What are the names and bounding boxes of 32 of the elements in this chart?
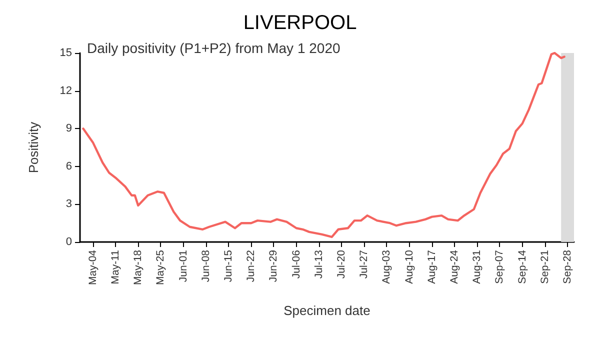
x-tick-label: May-18	[132, 250, 144, 286]
y-tick-label: 9	[66, 122, 72, 135]
x-tick-label: Sep-21	[538, 250, 551, 284]
x-tick-label: Aug-17	[426, 250, 438, 284]
x-tick-label: Jun-08	[200, 250, 212, 282]
x-tick-label: Aug-24	[448, 250, 461, 284]
y-tick-label: 12	[60, 84, 72, 97]
x-tick-label: Sep-28	[562, 250, 574, 284]
y-tick-label: 3	[66, 198, 72, 210]
x-tick-label: Jun-15	[222, 250, 235, 282]
x-tick-label: Aug-31	[471, 250, 484, 284]
x-tick-label: Jul-27	[358, 250, 370, 279]
chart-title: LIVERPOOL	[243, 12, 357, 34]
x-tick-label: Sep-07	[494, 250, 506, 284]
y-tick-label: 15	[60, 47, 72, 59]
x-tick-label: Jun-22	[245, 250, 258, 282]
x-tick-label: Aug-03	[380, 250, 393, 284]
y-axis-title: Positivity	[26, 121, 41, 174]
x-tick-label: May-25	[154, 250, 167, 286]
x-tick-label: Jul-13	[312, 250, 325, 279]
y-tick-label: 6	[66, 160, 72, 172]
y-tick-label: 0	[66, 236, 72, 248]
x-tick-label: May-04	[86, 250, 99, 286]
x-tick-label: May-11	[110, 250, 122, 284]
x-axis-title: Specimen date	[284, 303, 370, 318]
chart-subtitle: Daily positivity (P1+P2) from May 1 2020	[87, 40, 340, 56]
x-tick-label: Jul-06	[290, 250, 302, 279]
x-tick-label: Aug-10	[403, 250, 416, 284]
x-tick-label: Jul-20	[336, 250, 348, 279]
x-tick-label: Jun-01	[177, 250, 190, 282]
x-tick-label: Jun-29	[268, 250, 280, 282]
x-tick-label: Sep-14	[516, 250, 528, 284]
